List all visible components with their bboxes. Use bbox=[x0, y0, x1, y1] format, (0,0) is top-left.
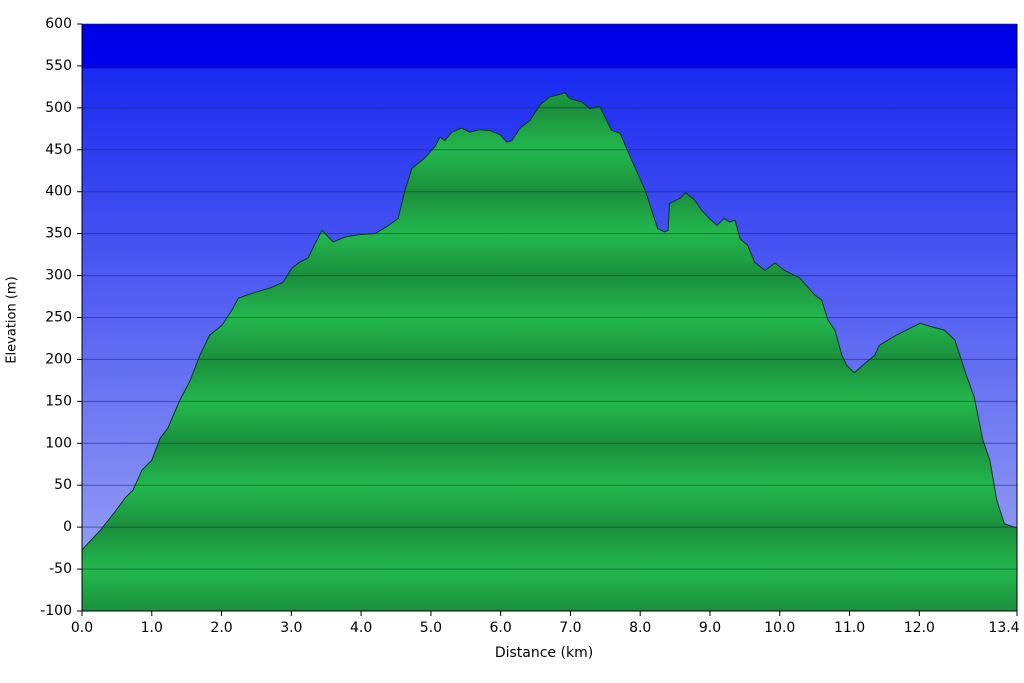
x-tick-label: 10.0 bbox=[764, 620, 795, 636]
x-axis-label: Distance (km) bbox=[495, 645, 593, 661]
x-tick-label: 7.0 bbox=[559, 620, 581, 636]
x-tick-label: 12.0 bbox=[904, 620, 935, 636]
x-tick-label: 0.0 bbox=[71, 620, 93, 636]
area bbox=[81, 92, 1018, 612]
y-tick-label: 600 bbox=[45, 16, 72, 32]
y-tick-label: -100 bbox=[40, 603, 72, 619]
y-tick-label: -50 bbox=[49, 561, 72, 577]
y-tick-label: 150 bbox=[45, 393, 72, 409]
y-tick-label: 450 bbox=[45, 142, 72, 158]
x-tick-label: 13.4 bbox=[988, 620, 1019, 636]
y-tick-label: 100 bbox=[45, 435, 72, 451]
y-tick-label: 400 bbox=[45, 184, 72, 200]
y-axis-label: Elevation (m) bbox=[5, 276, 20, 363]
y-tick-label: 50 bbox=[54, 477, 72, 493]
x-tick-label: 5.0 bbox=[420, 620, 442, 636]
x-tick-label: 3.0 bbox=[280, 620, 302, 636]
y-tick-label: 0 bbox=[63, 519, 72, 535]
x-tick-label: 9.0 bbox=[699, 620, 721, 636]
y-tick-label: 500 bbox=[45, 100, 72, 116]
y-tick-label: 200 bbox=[45, 351, 72, 367]
y-tick-label: 550 bbox=[45, 58, 72, 74]
y-tick-label: 300 bbox=[45, 268, 72, 284]
y-tick-label: 350 bbox=[45, 226, 72, 242]
x-tick-label: 2.0 bbox=[210, 620, 232, 636]
y-tick-label: 250 bbox=[45, 310, 72, 326]
x-tick-label: 1.0 bbox=[141, 620, 163, 636]
x-tick-label: 4.0 bbox=[350, 620, 372, 636]
x-tick-label: 8.0 bbox=[629, 620, 651, 636]
x-tick-label: 11.0 bbox=[834, 620, 865, 636]
x-tick-label: 6.0 bbox=[490, 620, 512, 636]
